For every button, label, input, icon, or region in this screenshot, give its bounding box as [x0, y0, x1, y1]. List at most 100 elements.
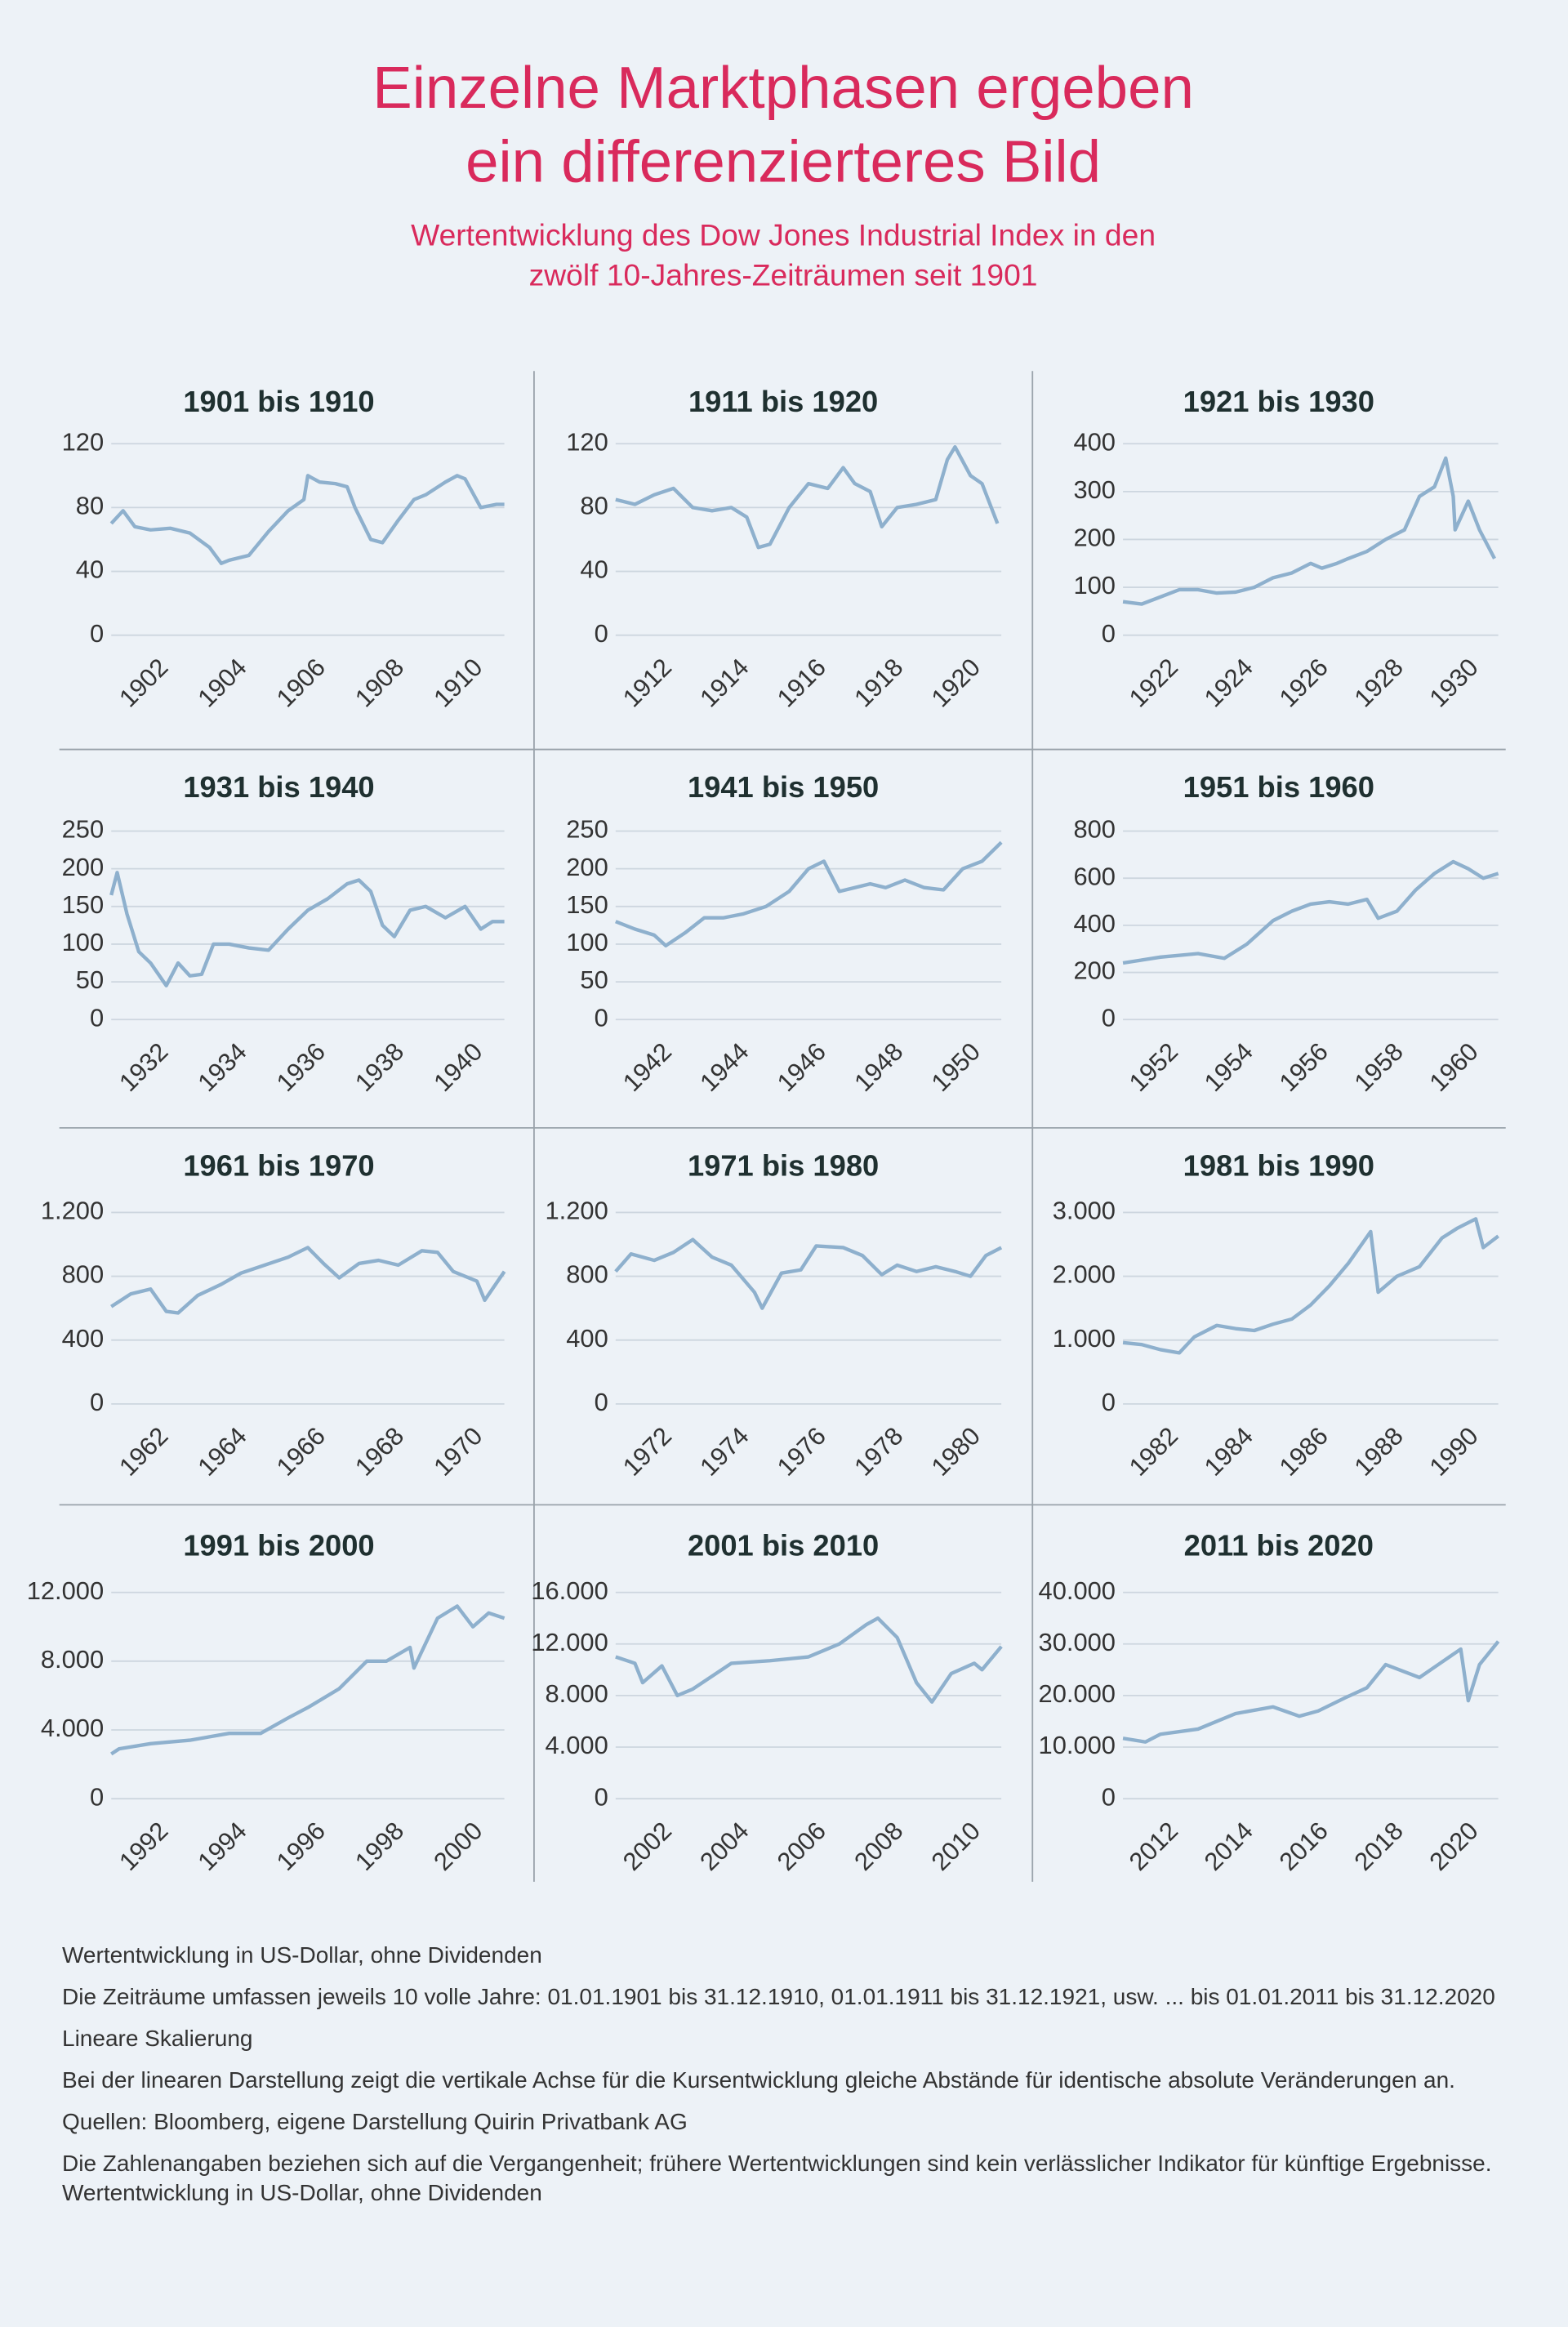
y-tick-label: 8.000: [545, 1679, 608, 1708]
x-tick-label: 1938: [350, 1037, 409, 1097]
panel-title: 1971 bis 1980: [688, 1149, 879, 1183]
y-tick-label: 1.200: [545, 1197, 608, 1225]
index-line: [1122, 859, 1499, 965]
x-tick-label: 1982: [1124, 1421, 1183, 1481]
y-tick-label: 12.000: [531, 1628, 608, 1656]
x-tick-label: 1932: [114, 1037, 173, 1097]
y-tick-label: 120: [566, 427, 608, 456]
y-tick-label: 200: [1073, 956, 1116, 985]
x-tick-label: 1904: [192, 653, 252, 712]
subtitle: Wertentwicklung des Dow Jones Industrial…: [411, 218, 1156, 252]
x-tick-label: 1914: [694, 653, 754, 712]
x-tick-label: 1968: [350, 1421, 409, 1481]
index-line: [615, 840, 1003, 947]
x-tick-label: 1962: [114, 1421, 173, 1481]
y-tick-label: 600: [1073, 862, 1116, 890]
index-line: [1122, 1640, 1500, 1744]
x-tick-label: 2016: [1274, 1817, 1334, 1876]
x-tick-label: 2008: [849, 1817, 908, 1876]
x-tick-label: 1946: [772, 1037, 831, 1097]
x-tick-label: 1920: [926, 653, 986, 712]
y-tick-label: 50: [76, 965, 104, 994]
panel-title: 1981 bis 1990: [1183, 1149, 1374, 1183]
y-tick-label: 150: [62, 890, 105, 919]
y-tick-label: 100: [566, 928, 608, 956]
note: Bei der linearen Darstellung zeigt die v…: [62, 2067, 1455, 2093]
subtitle: zwölf 10-Jahres-Zeiträumen seit 1901: [529, 258, 1038, 292]
x-tick-label: 1986: [1274, 1421, 1334, 1481]
x-tick-label: 1950: [926, 1037, 986, 1097]
y-tick-label: 80: [76, 492, 104, 520]
panel-title: 1921 bis 1930: [1183, 385, 1374, 418]
x-tick-label: 2000: [428, 1817, 488, 1876]
index-line: [615, 1616, 1003, 1704]
x-tick-label: 1918: [849, 653, 908, 712]
y-tick-label: 0: [90, 1003, 104, 1032]
x-tick-label: 1958: [1349, 1037, 1409, 1097]
x-tick-label: 2010: [926, 1817, 986, 1876]
x-tick-label: 1980: [926, 1421, 986, 1481]
x-tick-label: 1924: [1199, 653, 1258, 712]
index-line: [614, 1237, 1003, 1310]
y-tick-label: 1.200: [41, 1197, 104, 1225]
x-tick-label: 1916: [772, 653, 831, 712]
y-tick-label: 200: [566, 853, 608, 881]
x-tick-label: 1934: [192, 1037, 252, 1097]
y-tick-label: 200: [62, 853, 105, 881]
x-tick-label: 1940: [428, 1037, 488, 1097]
y-tick-label: 0: [1102, 1388, 1116, 1416]
title: Einzelne Marktphasen ergeben: [372, 55, 1194, 121]
y-tick-label: 800: [566, 1260, 608, 1289]
x-tick-label: 2014: [1199, 1817, 1258, 1876]
y-tick-label: 1.000: [1053, 1324, 1116, 1353]
y-tick-label: 100: [62, 928, 105, 956]
y-tick-label: 4.000: [545, 1731, 608, 1759]
x-tick-label: 1952: [1124, 1037, 1183, 1097]
panel-dividers: [59, 371, 1506, 1882]
x-tick-label: 1912: [617, 653, 677, 712]
note: Lineare Skalierung: [62, 2026, 253, 2051]
y-tick-label: 100: [1073, 571, 1116, 600]
y-tick-label: 120: [62, 427, 105, 456]
x-tick-label: 1970: [428, 1421, 488, 1481]
note: Die Zahlenangaben beziehen sich auf die …: [62, 2151, 1492, 2205]
panel-title: 2001 bis 2010: [688, 1529, 879, 1562]
x-tick-label: 1984: [1199, 1421, 1258, 1481]
y-tick-label: 200: [1073, 524, 1116, 552]
y-tick-label: 80: [580, 492, 608, 520]
panel-title: 1901 bis 1910: [183, 385, 374, 418]
y-tick-label: 400: [566, 1324, 608, 1353]
y-tick-label: 0: [90, 619, 104, 648]
y-tick-label: 0: [1102, 1782, 1116, 1811]
y-tick-label: 8.000: [41, 1645, 104, 1674]
x-tick-label: 1902: [114, 653, 173, 712]
index-line: [110, 1604, 506, 1756]
y-tick-label: 250: [566, 815, 608, 844]
y-tick-label: 4.000: [41, 1714, 104, 1742]
x-tick-label: 1930: [1423, 653, 1483, 712]
x-tick-label: 1964: [192, 1421, 252, 1481]
y-tick-label: 12.000: [27, 1576, 104, 1605]
x-tick-label: 1908: [350, 653, 409, 712]
x-tick-label: 2004: [694, 1817, 754, 1876]
y-tick-label: 0: [1102, 619, 1116, 648]
y-tick-label: 150: [566, 890, 608, 919]
panel-title: 1991 bis 2000: [183, 1529, 374, 1562]
x-tick-label: 1926: [1274, 653, 1334, 712]
x-tick-label: 2006: [772, 1817, 831, 1876]
y-tick-label: 0: [90, 1388, 104, 1416]
y-tick-label: 0: [595, 1003, 608, 1032]
x-tick-label: 1994: [192, 1817, 252, 1876]
x-tick-label: 1906: [271, 653, 331, 712]
x-tick-label: 1988: [1349, 1421, 1409, 1481]
x-tick-label: 2018: [1349, 1817, 1409, 1876]
panel-title: 1961 bis 1970: [183, 1149, 374, 1183]
y-tick-label: 400: [62, 1324, 105, 1353]
y-tick-label: 40: [76, 555, 104, 584]
x-tick-label: 1972: [617, 1421, 677, 1481]
y-tick-label: 0: [595, 619, 608, 648]
index-line: [109, 871, 505, 987]
note: Wertentwicklung in US-Dollar, ohne Divid…: [62, 1942, 542, 1968]
